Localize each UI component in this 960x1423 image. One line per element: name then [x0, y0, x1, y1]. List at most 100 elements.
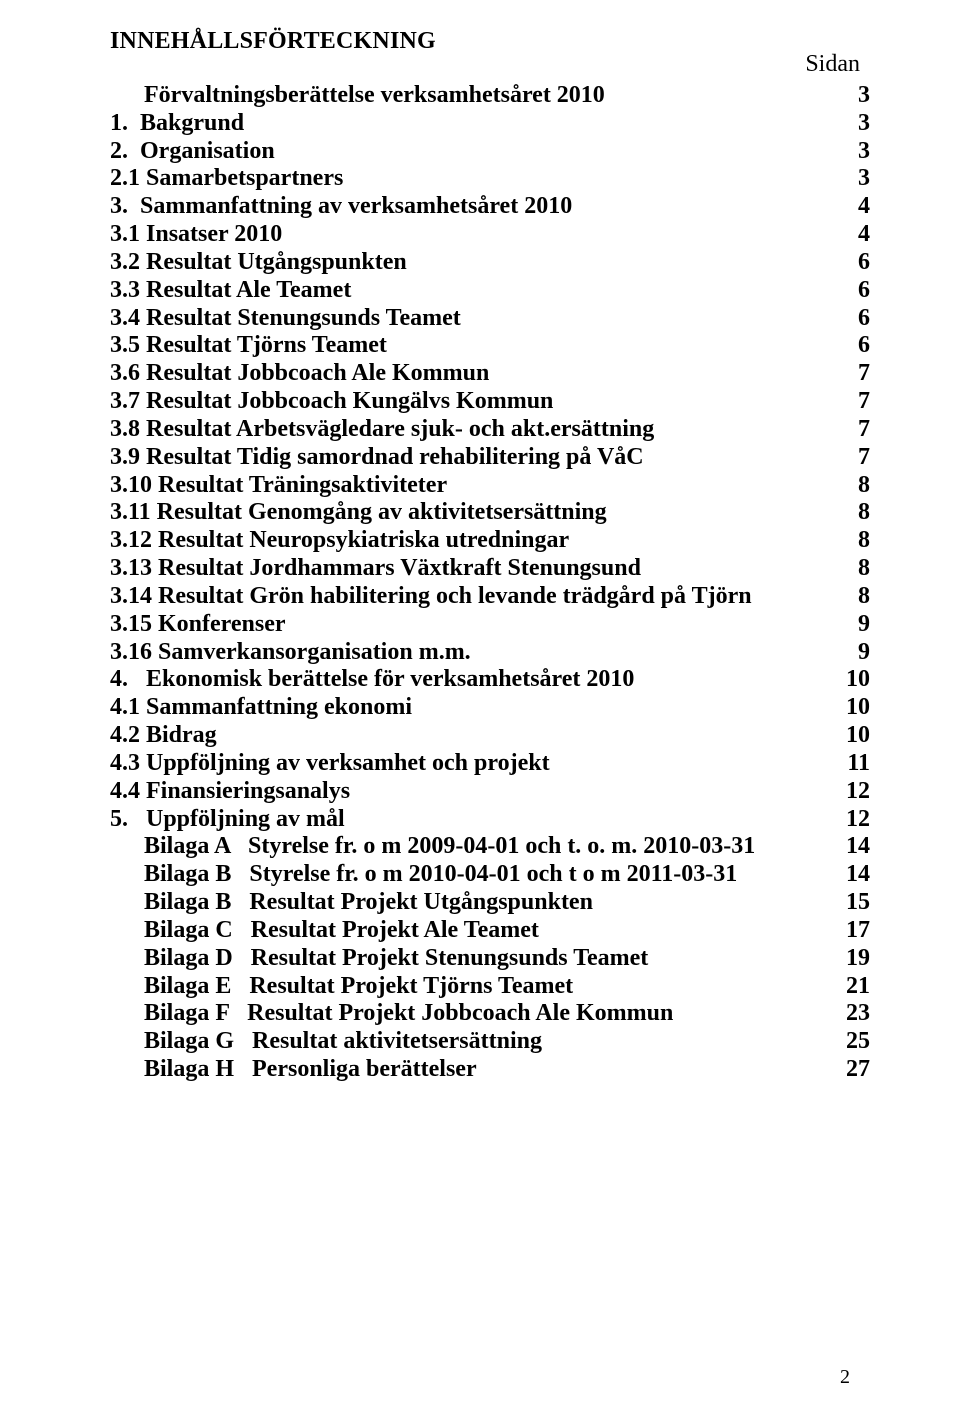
toc-label: 3.7 Resultat Jobbcoach Kungälvs Kommun: [110, 388, 822, 416]
toc-row: Bilaga A Styrelse fr. o m 2009-04-01 och…: [110, 833, 870, 861]
toc-page-number: 9: [822, 639, 870, 667]
toc-row: 3.9 Resultat Tidig samordnad rehabiliter…: [110, 444, 870, 472]
toc-row: 3.15 Konferenser9: [110, 611, 870, 639]
toc-row: 3.6 Resultat Jobbcoach Ale Kommun7: [110, 360, 870, 388]
toc-label: Bilaga F Resultat Projekt Jobbcoach Ale …: [144, 1000, 822, 1028]
toc-label: Bilaga H Personliga berättelser: [144, 1056, 822, 1084]
toc-page-number: 8: [822, 527, 870, 555]
toc-row: 3.14 Resultat Grön habilitering och leva…: [110, 583, 870, 611]
toc-page-number: 9: [822, 611, 870, 639]
toc-label: 4.2 Bidrag: [110, 722, 822, 750]
toc-row: 3.13 Resultat Jordhammars Växtkraft Sten…: [110, 555, 870, 583]
toc-row: 3.12 Resultat Neuropsykiatriska utrednin…: [110, 527, 870, 555]
toc-label: 3.8 Resultat Arbetsvägledare sjuk- och a…: [110, 416, 822, 444]
toc-row: Bilaga F Resultat Projekt Jobbcoach Ale …: [110, 1000, 870, 1028]
toc-label: 4.1 Sammanfattning ekonomi: [110, 694, 822, 722]
toc-page-number: 4: [822, 221, 870, 249]
toc-label: 3.2 Resultat Utgångspunkten: [110, 249, 822, 277]
toc-row: 4.1 Sammanfattning ekonomi10: [110, 694, 870, 722]
toc-row: 3.11 Resultat Genomgång av aktivitetsers…: [110, 499, 870, 527]
toc-label: 4.4 Finansieringsanalys: [110, 778, 822, 806]
toc-label: 1. Bakgrund: [110, 110, 822, 138]
toc-page-number: 7: [822, 444, 870, 472]
toc-label: 4.3 Uppföljning av verksamhet och projek…: [110, 750, 822, 778]
toc-label: 3.10 Resultat Träningsaktiviteter: [110, 472, 822, 500]
toc-label: Bilaga B Resultat Projekt Utgångspunkten: [144, 889, 822, 917]
toc-page-number: 10: [822, 666, 870, 694]
toc-row: 3.2 Resultat Utgångspunkten6: [110, 249, 870, 277]
toc-row: 3.8 Resultat Arbetsvägledare sjuk- och a…: [110, 416, 870, 444]
document-page: INNEHÅLLSFÖRTECKNING Sidan Förvaltningsb…: [0, 0, 960, 1423]
toc-row: 3.4 Resultat Stenungsunds Teamet6: [110, 305, 870, 333]
toc-page-number: 6: [822, 332, 870, 360]
toc-page-number: 4: [822, 193, 870, 221]
toc-label: 3.5 Resultat Tjörns Teamet: [110, 332, 822, 360]
toc-page-number: 3: [822, 82, 870, 110]
toc-label: Bilaga C Resultat Projekt Ale Teamet: [144, 917, 822, 945]
toc-page-number: 10: [822, 694, 870, 722]
toc-label: 3.13 Resultat Jordhammars Växtkraft Sten…: [110, 555, 822, 583]
toc-page-number: 23: [822, 1000, 870, 1028]
toc-row: Bilaga E Resultat Projekt Tjörns Teamet2…: [110, 973, 870, 1001]
toc-page-number: 27: [822, 1056, 870, 1084]
toc-row: Bilaga B Resultat Projekt Utgångspunkten…: [110, 889, 870, 917]
toc-page-number: 8: [822, 472, 870, 500]
page-column-header: Sidan: [110, 51, 870, 78]
toc-page-number: 12: [822, 778, 870, 806]
toc-page-number: 6: [822, 249, 870, 277]
toc-row: 3.5 Resultat Tjörns Teamet6: [110, 332, 870, 360]
toc-label: 3.11 Resultat Genomgång av aktivitetsers…: [110, 499, 822, 527]
toc-row: 4.4 Finansieringsanalys12: [110, 778, 870, 806]
footer-page-number: 2: [840, 1366, 850, 1389]
toc-label: 4. Ekonomisk berättelse för verksamhetså…: [110, 666, 822, 694]
toc-page-number: 19: [822, 945, 870, 973]
toc-page-number: 15: [822, 889, 870, 917]
toc-page-number: 10: [822, 722, 870, 750]
toc-row: 4.3 Uppföljning av verksamhet och projek…: [110, 750, 870, 778]
toc-label: 3.9 Resultat Tidig samordnad rehabiliter…: [110, 444, 822, 472]
toc-page-number: 3: [822, 110, 870, 138]
toc-label: Bilaga B Styrelse fr. o m 2010-04-01 och…: [144, 861, 822, 889]
toc-row: 3.7 Resultat Jobbcoach Kungälvs Kommun7: [110, 388, 870, 416]
toc-page-number: 7: [822, 360, 870, 388]
toc-page-number: 3: [822, 138, 870, 166]
toc-row: 2. Organisation3: [110, 138, 870, 166]
toc-row: Bilaga B Styrelse fr. o m 2010-04-01 och…: [110, 861, 870, 889]
toc-row: 3. Sammanfattning av verksamhetsåret 201…: [110, 193, 870, 221]
toc-page-number: 7: [822, 388, 870, 416]
toc-label: Bilaga G Resultat aktivitetsersättning: [144, 1028, 822, 1056]
toc-row: 4. Ekonomisk berättelse för verksamhetså…: [110, 666, 870, 694]
toc-row: Bilaga G Resultat aktivitetsersättning25: [110, 1028, 870, 1056]
toc-page-number: 14: [822, 833, 870, 861]
toc-label: 3.4 Resultat Stenungsunds Teamet: [110, 305, 822, 333]
toc-row: 3.16 Samverkansorganisation m.m.9: [110, 639, 870, 667]
toc-label: 3.16 Samverkansorganisation m.m.: [110, 639, 822, 667]
toc-page-number: 7: [822, 416, 870, 444]
toc-label: 3. Sammanfattning av verksamhetsåret 201…: [110, 193, 822, 221]
toc-label: 3.12 Resultat Neuropsykiatriska utrednin…: [110, 527, 822, 555]
toc-page-number: 21: [822, 973, 870, 1001]
toc-row: 3.1 Insatser 20104: [110, 221, 870, 249]
toc-row: Förvaltningsberättelse verksamhetsåret 2…: [110, 82, 870, 110]
toc-row: 5. Uppföljning av mål12: [110, 806, 870, 834]
toc-page-number: 12: [822, 806, 870, 834]
toc-page-number: 6: [822, 305, 870, 333]
toc-page-number: 3: [822, 165, 870, 193]
toc-page-number: 14: [822, 861, 870, 889]
toc-label: Bilaga D Resultat Projekt Stenungsunds T…: [144, 945, 822, 973]
toc-row: 3.3 Resultat Ale Teamet6: [110, 277, 870, 305]
toc-label: 3.15 Konferenser: [110, 611, 822, 639]
table-of-contents: Förvaltningsberättelse verksamhetsåret 2…: [110, 82, 870, 1084]
toc-page-number: 25: [822, 1028, 870, 1056]
toc-row: 3.10 Resultat Träningsaktiviteter8: [110, 472, 870, 500]
toc-page-number: 11: [822, 750, 870, 778]
toc-label: 2. Organisation: [110, 138, 822, 166]
toc-row: Bilaga C Resultat Projekt Ale Teamet17: [110, 917, 870, 945]
toc-page-number: 8: [822, 499, 870, 527]
toc-row: Bilaga D Resultat Projekt Stenungsunds T…: [110, 945, 870, 973]
toc-page-number: 8: [822, 583, 870, 611]
toc-page-number: 8: [822, 555, 870, 583]
toc-label: Bilaga A Styrelse fr. o m 2009-04-01 och…: [144, 833, 822, 861]
toc-page-number: 17: [822, 917, 870, 945]
toc-page-number: 6: [822, 277, 870, 305]
